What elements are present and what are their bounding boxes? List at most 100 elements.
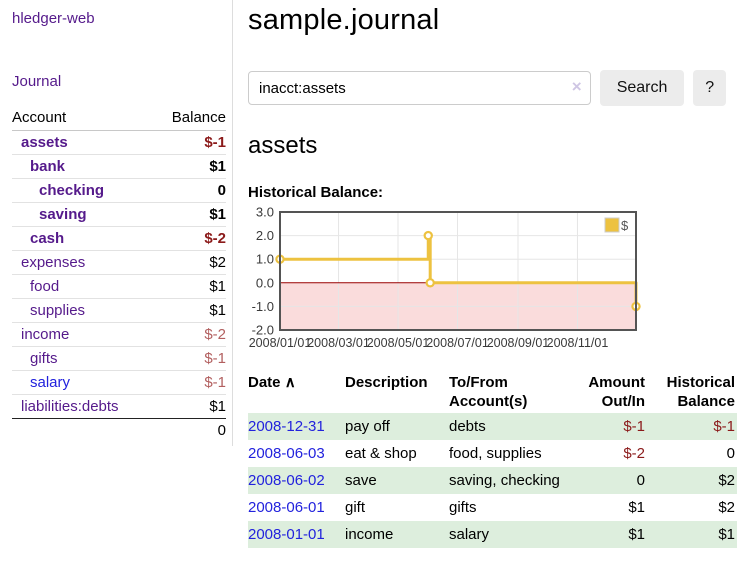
svg-text:2008/07/01: 2008/07/01 [426, 336, 489, 350]
transaction-accounts: salary [449, 526, 490, 543]
accounts-header-row: Account Balance [12, 106, 226, 131]
transaction-balance: $2 [718, 472, 735, 489]
search-button[interactable]: Search [599, 70, 685, 106]
account-balance: $1 [153, 394, 226, 419]
help-button[interactable]: ? [693, 70, 726, 106]
account-link-salary[interactable]: salary [30, 374, 71, 391]
account-link-checking[interactable]: checking [39, 182, 105, 199]
sort-ascending-icon: ∧ [284, 374, 296, 391]
chart-title: Historical Balance: [248, 184, 384, 201]
register-header-description: Description [345, 374, 428, 391]
account-balance: $1 [153, 202, 226, 227]
transaction-accounts: food, supplies [449, 445, 542, 462]
account-balance: $-2 [153, 322, 226, 347]
accounts-header-balance: Balance [153, 106, 226, 131]
transaction-accounts: saving, checking [449, 472, 560, 489]
account-row: income $-2 [12, 322, 226, 347]
transaction-date-link[interactable]: 2008-06-01 [248, 499, 325, 516]
svg-text:-2.0: -2.0 [252, 323, 274, 338]
account-balance: $-1 [204, 134, 226, 151]
account-row: supplies $1 [12, 298, 226, 323]
register-header-balance: Historical Balance [666, 374, 735, 410]
transaction-amount: 0 [636, 472, 645, 489]
transaction-row: 2008-06-01 gift gifts $1 $2 [248, 494, 737, 521]
account-link-liabilities-debts[interactable]: liabilities:debts [21, 398, 119, 415]
account-row: checking 0 [12, 178, 226, 203]
app-title-link[interactable]: hledger-web [12, 10, 95, 27]
account-balance: $2 [153, 250, 226, 275]
transaction-amount: $1 [628, 499, 645, 516]
page-title: sample.journal [248, 4, 440, 36]
account-balance: $-1 [153, 346, 226, 371]
transaction-balance: $-1 [713, 418, 735, 435]
account-link-gifts[interactable]: gifts [30, 350, 58, 367]
account-balance: $1 [153, 298, 226, 323]
account-row: food $1 [12, 274, 226, 299]
transaction-description: eat & shop [345, 445, 417, 462]
svg-text:2008/11/01: 2008/11/01 [547, 336, 609, 350]
search-input[interactable] [248, 71, 591, 105]
accounts-total-balance: 0 [153, 418, 226, 442]
svg-text:2008/09/01: 2008/09/01 [487, 336, 550, 350]
svg-text:3.0: 3.0 [256, 205, 274, 220]
register-header-amount: Amount Out/In [588, 374, 645, 410]
transaction-row: 2008-06-03 eat & shop food, supplies $-2 0 [248, 440, 737, 467]
svg-text:2008/05/01: 2008/05/01 [367, 336, 430, 350]
transaction-amount: $-1 [623, 418, 645, 435]
transaction-date-link[interactable]: 2008-01-01 [248, 526, 325, 543]
account-row: expenses $2 [12, 250, 226, 275]
account-balance: $-1 [153, 370, 226, 395]
clear-search-icon[interactable]: × [571, 77, 582, 96]
account-row: gifts $-1 [12, 346, 226, 371]
account-row: liabilities:debts $1 [12, 394, 226, 419]
search-form: × Search ? [248, 70, 726, 106]
account-balance: $1 [153, 274, 226, 299]
transaction-balance: $2 [718, 499, 735, 516]
account-balance: $-2 [153, 226, 226, 251]
account-link-bank[interactable]: bank [30, 158, 66, 175]
account-row: salary $-1 [12, 370, 226, 395]
sidebar: hledger-web Journal Account Balance asse… [0, 0, 233, 446]
account-balance: 0 [153, 178, 226, 203]
transaction-description: gift [345, 499, 366, 516]
main-content: sample.journal × Search ? assets Histori… [233, 0, 737, 548]
sidebar-item-journal[interactable]: Journal [12, 73, 62, 90]
account-link-income[interactable]: income [21, 326, 70, 343]
account-link-supplies[interactable]: supplies [30, 302, 86, 319]
transaction-date-link[interactable]: 2008-12-31 [248, 418, 325, 435]
account-row: assets $-1 [12, 131, 226, 155]
account-link-expenses[interactable]: expenses [21, 254, 86, 271]
register-header-date[interactable]: Date ∧ [248, 374, 296, 391]
account-row: saving $1 [12, 202, 226, 227]
transaction-date-link[interactable]: 2008-06-02 [248, 472, 325, 489]
transaction-date-link[interactable]: 2008-06-03 [248, 445, 325, 462]
transaction-row: 2008-01-01 income salary $1 $1 [248, 521, 737, 548]
svg-text:1.0: 1.0 [256, 252, 274, 267]
account-link-saving[interactable]: saving [39, 206, 87, 223]
account-link-food[interactable]: food [30, 278, 60, 295]
register-header-accounts: To/From Account(s) [449, 374, 528, 410]
svg-text:$: $ [621, 218, 629, 233]
svg-text:2.0: 2.0 [256, 228, 274, 243]
transaction-balance: $1 [718, 526, 735, 543]
account-heading: assets [248, 132, 318, 159]
account-link-cash[interactable]: cash [30, 230, 65, 247]
svg-text:2008/01/01: 2008/01/01 [249, 336, 312, 350]
accounts-table: Account Balance assets $-1 bank $1 checking 0… [12, 106, 226, 442]
transaction-description: pay off [345, 418, 390, 435]
historical-balance-chart[interactable]: $3.0 2.0 1.0 0.0 -1.0 -2.0 2008/01/01 2008/03/0… [248, 205, 648, 356]
transaction-description: income [345, 526, 394, 543]
transaction-accounts: debts [449, 418, 486, 435]
account-balance: $1 [153, 154, 226, 179]
account-row: cash $-2 [12, 226, 226, 251]
account-link-assets[interactable]: assets [21, 134, 68, 151]
svg-text:2008/03/01: 2008/03/01 [307, 336, 370, 350]
svg-text:-1.0: -1.0 [252, 299, 274, 314]
account-row: bank $1 [12, 154, 226, 179]
chart-canvas: $3.0 2.0 1.0 0.0 -1.0 -2.02008/01/012008/03/0… [249, 205, 641, 350]
accounts-total-row: 0 [12, 418, 226, 442]
accounts-header-account: Account [12, 106, 154, 131]
transaction-amount: $-2 [623, 445, 645, 462]
transaction-row: 2008-06-02 save saving, checking 0 $2 [248, 467, 737, 494]
transaction-balance: 0 [726, 445, 735, 462]
